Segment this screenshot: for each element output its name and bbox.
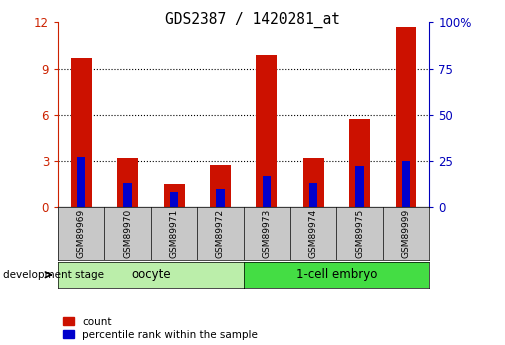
Text: GSM89972: GSM89972 bbox=[216, 209, 225, 258]
Bar bbox=[257, 55, 277, 207]
Text: oocyte: oocyte bbox=[131, 268, 171, 281]
Text: GSM89970: GSM89970 bbox=[123, 209, 132, 258]
Bar bbox=[124, 183, 132, 207]
Bar bbox=[210, 166, 231, 207]
Text: GSM89975: GSM89975 bbox=[355, 209, 364, 258]
Text: GSM89999: GSM89999 bbox=[401, 209, 411, 258]
Bar bbox=[170, 192, 178, 207]
Bar bbox=[303, 158, 324, 207]
Text: development stage: development stage bbox=[3, 270, 104, 280]
Bar bbox=[395, 27, 417, 207]
Bar bbox=[356, 166, 364, 207]
Bar bbox=[77, 157, 85, 207]
Bar bbox=[263, 176, 271, 207]
Text: GSM89974: GSM89974 bbox=[309, 209, 318, 258]
Text: GSM89969: GSM89969 bbox=[77, 209, 86, 258]
Bar bbox=[349, 119, 370, 207]
Text: 1-cell embryo: 1-cell embryo bbox=[296, 268, 377, 281]
Legend: count, percentile rank within the sample: count, percentile rank within the sample bbox=[63, 317, 258, 340]
Bar bbox=[216, 188, 225, 207]
Text: GSM89971: GSM89971 bbox=[170, 209, 179, 258]
Bar bbox=[402, 161, 410, 207]
Text: GSM89973: GSM89973 bbox=[263, 209, 271, 258]
Text: GDS2387 / 1420281_at: GDS2387 / 1420281_at bbox=[165, 12, 340, 28]
Bar bbox=[164, 184, 184, 207]
Bar bbox=[117, 158, 138, 207]
Bar bbox=[71, 58, 92, 207]
Bar bbox=[309, 183, 318, 207]
